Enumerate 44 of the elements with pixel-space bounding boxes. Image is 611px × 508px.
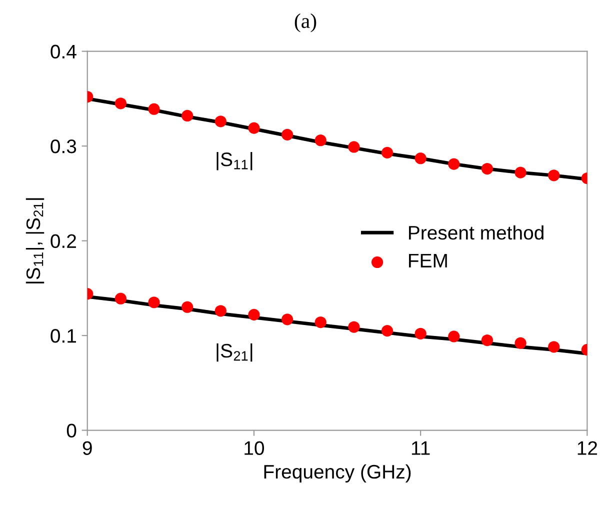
point: [548, 170, 560, 182]
point: [248, 308, 260, 320]
point: [448, 158, 460, 170]
point: [182, 110, 194, 122]
x-tick-label: 11: [412, 441, 430, 455]
point: [381, 146, 394, 158]
point: [148, 296, 160, 308]
y-tick-label: 0.3: [50, 140, 76, 154]
x-tick-label: 12: [578, 441, 598, 455]
legend-label: Present method: [409, 225, 544, 240]
point: [281, 314, 294, 326]
y-tick-label: 0.1: [50, 329, 76, 343]
point: [348, 141, 360, 153]
point: [481, 334, 494, 346]
annotation: |S$_{21}$|: [216, 343, 252, 362]
x-axis-title: Frequency (GHz): [264, 464, 411, 482]
point: [248, 122, 260, 134]
x-tick-label: 9: [82, 441, 92, 455]
point: [448, 330, 460, 342]
y-axis-title: |S$_{11}$|, |S$_{21}$|: [26, 198, 44, 284]
point: [214, 305, 226, 317]
annotation: |S$_{11}$|: [216, 152, 252, 170]
point: [182, 301, 194, 313]
chart-title: (a): [294, 13, 316, 32]
point: [214, 116, 226, 128]
point: [381, 324, 394, 337]
point: [414, 328, 426, 340]
point: [348, 321, 360, 333]
point: [414, 152, 426, 164]
point: [281, 128, 294, 140]
point: [514, 337, 526, 349]
point: [114, 292, 127, 304]
y-tick-label: 0.2: [50, 234, 76, 248]
point: [114, 98, 127, 110]
point: [148, 103, 160, 115]
point: [314, 134, 326, 146]
legend-label: FEM: [409, 254, 447, 268]
x-tick-label: 10: [244, 441, 264, 455]
point: [314, 316, 326, 328]
point: [514, 166, 526, 178]
y-tick-label: 0: [66, 424, 76, 438]
point: [548, 341, 560, 353]
y-tick-label: 0.4: [50, 44, 76, 59]
point: [481, 162, 494, 175]
